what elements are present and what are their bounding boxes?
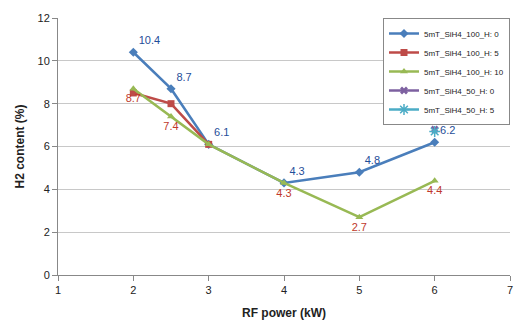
svg-text:5mT_SiH4_50_H: 0: 5mT_SiH4_50_H: 0 xyxy=(424,87,495,96)
svg-text:5mT_SiH4_100_H: 5: 5mT_SiH4_100_H: 5 xyxy=(424,49,499,58)
svg-text:4.8: 4.8 xyxy=(365,154,380,166)
svg-text:7.4: 7.4 xyxy=(163,120,178,132)
svg-text:8.7: 8.7 xyxy=(126,92,141,104)
svg-text:5mT_SiH4_50_H: 5: 5mT_SiH4_50_H: 5 xyxy=(424,106,495,115)
svg-text:10.4: 10.4 xyxy=(139,34,160,46)
svg-text:4.3: 4.3 xyxy=(276,187,291,199)
svg-text:6: 6 xyxy=(432,284,438,296)
svg-text:7: 7 xyxy=(507,284,513,296)
svg-text:5mT_SiH4_100_H: 0: 5mT_SiH4_100_H: 0 xyxy=(424,30,499,39)
svg-text:6.1: 6.1 xyxy=(214,126,229,138)
svg-text:12: 12 xyxy=(38,12,50,24)
svg-text:6.2: 6.2 xyxy=(440,124,455,136)
svg-text:RF power (kW): RF power (kW) xyxy=(242,306,326,320)
svg-text:H2 content (%): H2 content (%) xyxy=(13,104,27,188)
svg-text:2.7: 2.7 xyxy=(352,221,367,233)
svg-text:2: 2 xyxy=(44,226,50,238)
svg-text:3: 3 xyxy=(206,284,212,296)
svg-text:8: 8 xyxy=(44,98,50,110)
svg-text:1: 1 xyxy=(55,284,61,296)
svg-text:4.4: 4.4 xyxy=(427,184,442,196)
svg-text:4.3: 4.3 xyxy=(289,165,304,177)
svg-text:10: 10 xyxy=(38,55,50,67)
svg-text:5mT_SiH4_100_H: 10: 5mT_SiH4_100_H: 10 xyxy=(424,68,504,77)
svg-text:4: 4 xyxy=(281,284,287,296)
svg-text:6: 6 xyxy=(44,140,50,152)
svg-text:5: 5 xyxy=(356,284,362,296)
svg-text:8.7: 8.7 xyxy=(176,71,191,83)
svg-text:0: 0 xyxy=(44,269,50,281)
svg-text:4: 4 xyxy=(44,183,50,195)
svg-text:2: 2 xyxy=(130,284,136,296)
